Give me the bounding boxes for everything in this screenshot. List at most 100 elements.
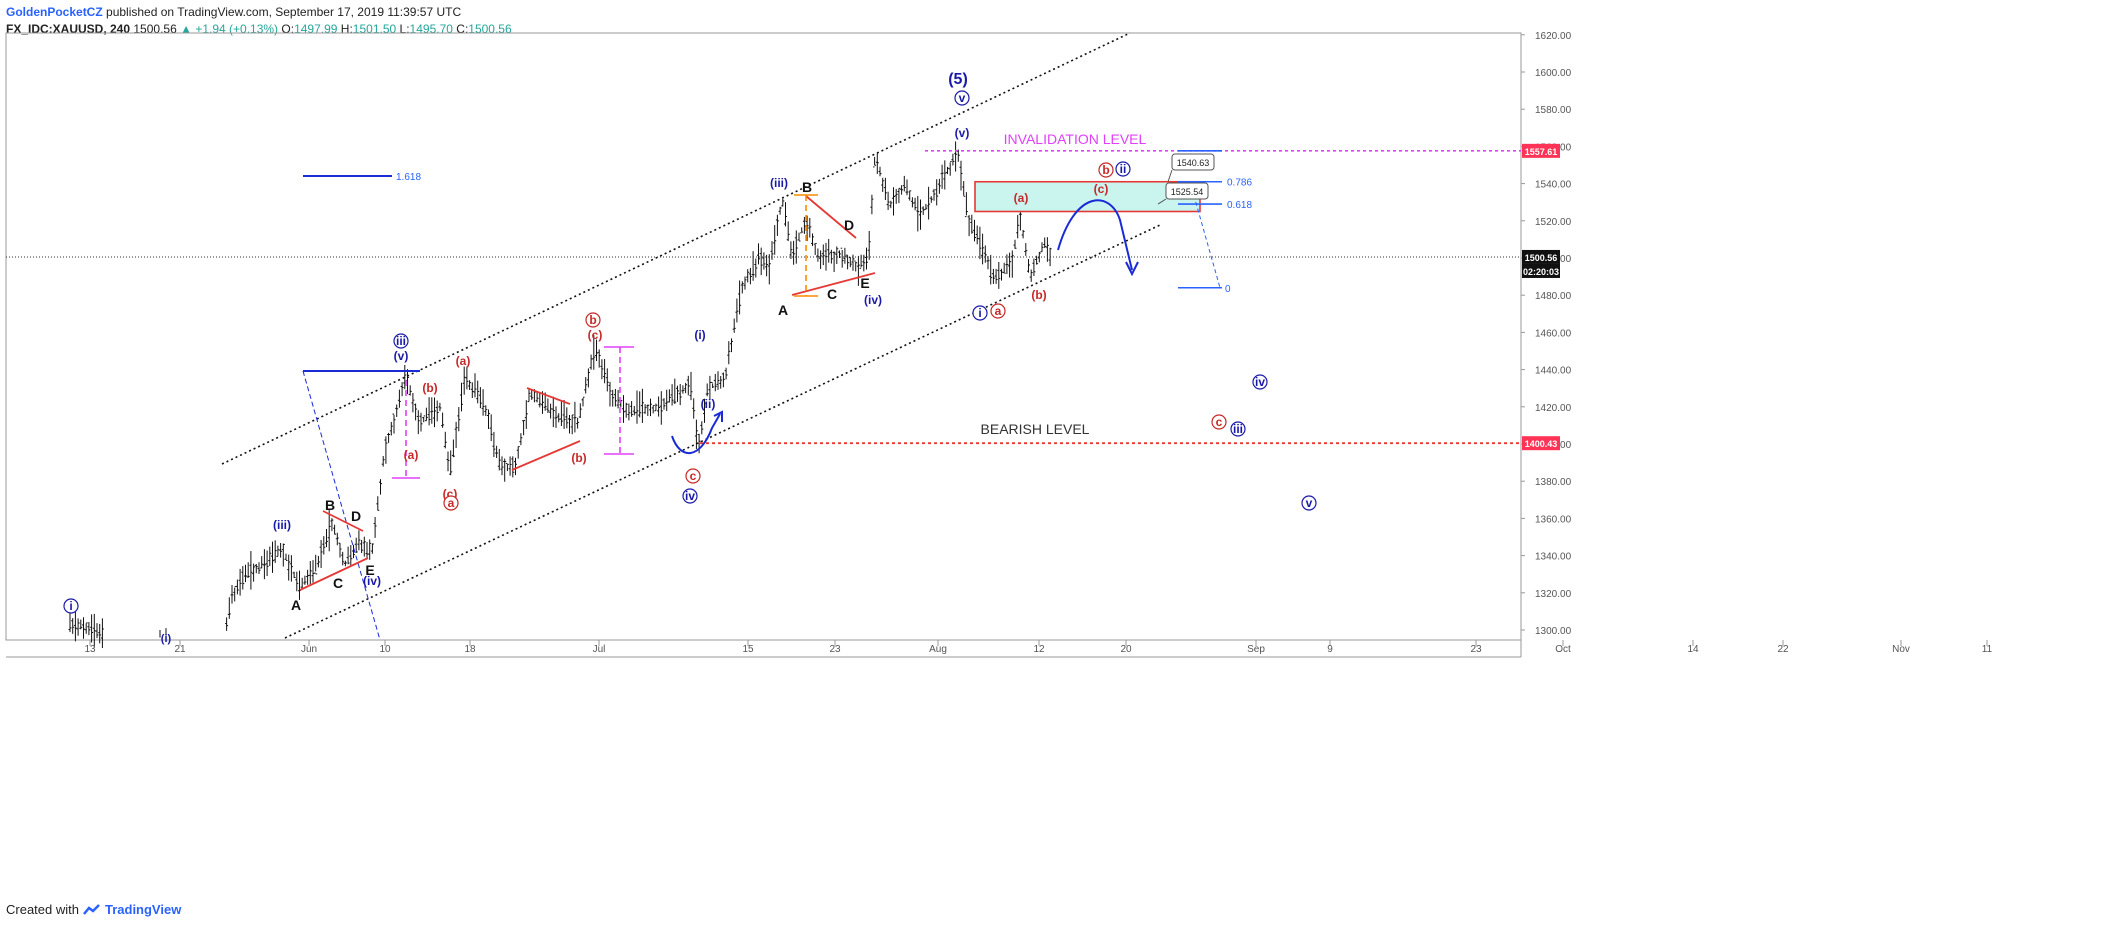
callout-label: 1525.54 (1171, 187, 1204, 197)
fib-0786-label: 0.786 (1227, 178, 1252, 189)
wave-circle (954, 90, 970, 106)
price-tag (1522, 249, 1560, 264)
price-tag-label: 1400.43 (1525, 439, 1558, 449)
wave-label: (ii) (701, 397, 716, 411)
wave-label: a (448, 496, 455, 510)
x-tick-label: 15 (742, 644, 754, 655)
chart-frame (5, 32, 1522, 658)
wave-label: (c) (1094, 182, 1109, 196)
y-tick-label: 1600.00 (1535, 68, 1572, 79)
wave-label: (v) (955, 126, 970, 140)
x-axis[interactable]: 13 21 Jun 10 18 Jul 15 23 Aug 12 20 Sep 9 23 Oct 14 22 No… (84, 640, 1993, 655)
wave-label: iii (396, 334, 406, 348)
wave-circle (682, 488, 698, 504)
y-axis[interactable]: 1620.001600.001580.001560.001540.001520.… (1521, 31, 1572, 637)
wave-label: C (827, 286, 837, 302)
y-tick-label: 1460.00 (1535, 328, 1572, 339)
wave-circle (1252, 374, 1268, 390)
x-tick-label: 22 (1777, 644, 1789, 655)
price-tag-label: 02:20:03 (1523, 267, 1559, 277)
price-tag (1522, 263, 1560, 278)
wave-circle (443, 495, 459, 511)
wave-label: c (690, 469, 697, 483)
wave-label: (a) (1014, 191, 1029, 205)
wave-label: A (291, 597, 301, 613)
x-tick-label: Nov (1892, 644, 1910, 655)
wave-label: A (778, 302, 788, 318)
invalidation-label: INVALIDATION LEVEL (1004, 131, 1147, 147)
tradingview-link[interactable]: TradingView (104, 902, 182, 917)
x-tick-label: 10 (379, 644, 391, 655)
wave-label: (iv) (864, 293, 882, 307)
wave-label: (a) (404, 448, 419, 462)
drawings-layer: INVALIDATION LEVEL BEARISH LEVEL 0.786 0.61… (6, 32, 1521, 645)
candle-series (68, 141, 1052, 649)
wave-label: B (802, 179, 812, 195)
projection-curve (1057, 199, 1133, 271)
x-tick-label: Oct (1555, 644, 1571, 655)
wave-label: (v) (394, 349, 409, 363)
x-tick-label: Sep (1247, 644, 1265, 655)
wave-label: (iii) (273, 518, 291, 532)
bearish-label: BEARISH LEVEL (981, 421, 1090, 437)
x-tick-label: 23 (829, 644, 841, 655)
wave-label: (a) (456, 354, 471, 368)
x-tick-label: 20 (1120, 644, 1132, 655)
y-tick-label: 1440.00 (1535, 366, 1572, 377)
triangle-line (805, 195, 857, 239)
price-tag-label: 1557.61 (1525, 147, 1558, 157)
low-label: L: (399, 22, 410, 36)
published-text: published on TradingView.com, September … (106, 5, 462, 19)
wave-label: i (978, 306, 981, 320)
channel-upper-line (221, 32, 1131, 465)
wave-circle (990, 303, 1006, 319)
wave-label: (i) (161, 633, 172, 645)
x-tick-label: 18 (464, 644, 476, 655)
wave-circle (585, 312, 601, 328)
wave-circle (1098, 162, 1114, 178)
fib-0-label: 0 (1225, 284, 1231, 295)
y-tick-label: 1480.00 (1535, 291, 1572, 302)
wave-label: ii (1120, 162, 1127, 176)
wave-label: (b) (1031, 288, 1046, 302)
callout-box (1171, 153, 1215, 171)
y-tick-label: 1320.00 (1535, 589, 1572, 600)
triangle-line (299, 557, 369, 591)
projection-arrow-icon (1125, 261, 1139, 277)
price-tag-label: 1500.56 (1525, 253, 1558, 263)
price-tag (1522, 436, 1560, 451)
wave-circle (1211, 414, 1227, 430)
wave-label: (iv) (363, 574, 381, 588)
x-tick-label: 14 (1687, 644, 1699, 655)
fib-diag-line-2 (302, 370, 381, 641)
wave-label: E (365, 562, 374, 578)
wave-label: b (1102, 163, 1109, 177)
callout-label: 1540.63 (1177, 158, 1210, 168)
triangle-line (511, 440, 581, 471)
wave-iv-arrow-icon (713, 410, 723, 422)
wave-circle (1115, 161, 1131, 177)
wave-circle (1301, 495, 1317, 511)
x-tick-label: 11 (1982, 644, 1993, 655)
wave-label: (5) (948, 71, 968, 88)
x-tick-label: Aug (929, 644, 947, 655)
y-tick-label: 1300.00 (1535, 626, 1572, 637)
wave-label: (c) (588, 328, 603, 342)
x-tick-label: Jul (593, 644, 606, 655)
wave-label: iii (1233, 422, 1243, 436)
y-tick-label: 1340.00 (1535, 552, 1572, 563)
fib-diag-line (1189, 181, 1221, 288)
y-tick-label: 1540.00 (1535, 180, 1572, 191)
author-name[interactable]: GoldenPocketCZ (6, 5, 103, 19)
tradingview-logo-icon (83, 903, 100, 915)
wave-circle (972, 305, 988, 321)
plot-border (5, 32, 1522, 641)
y-tick-label: 1620.00 (1535, 31, 1572, 42)
wave-circle (393, 333, 409, 349)
wave-iv-curve (671, 413, 721, 455)
wave-circle (1230, 421, 1246, 437)
wave-label: iv (1255, 375, 1265, 389)
x-tick-label: Jun (301, 644, 317, 655)
chart-footer: Created with TradingView (6, 902, 181, 917)
